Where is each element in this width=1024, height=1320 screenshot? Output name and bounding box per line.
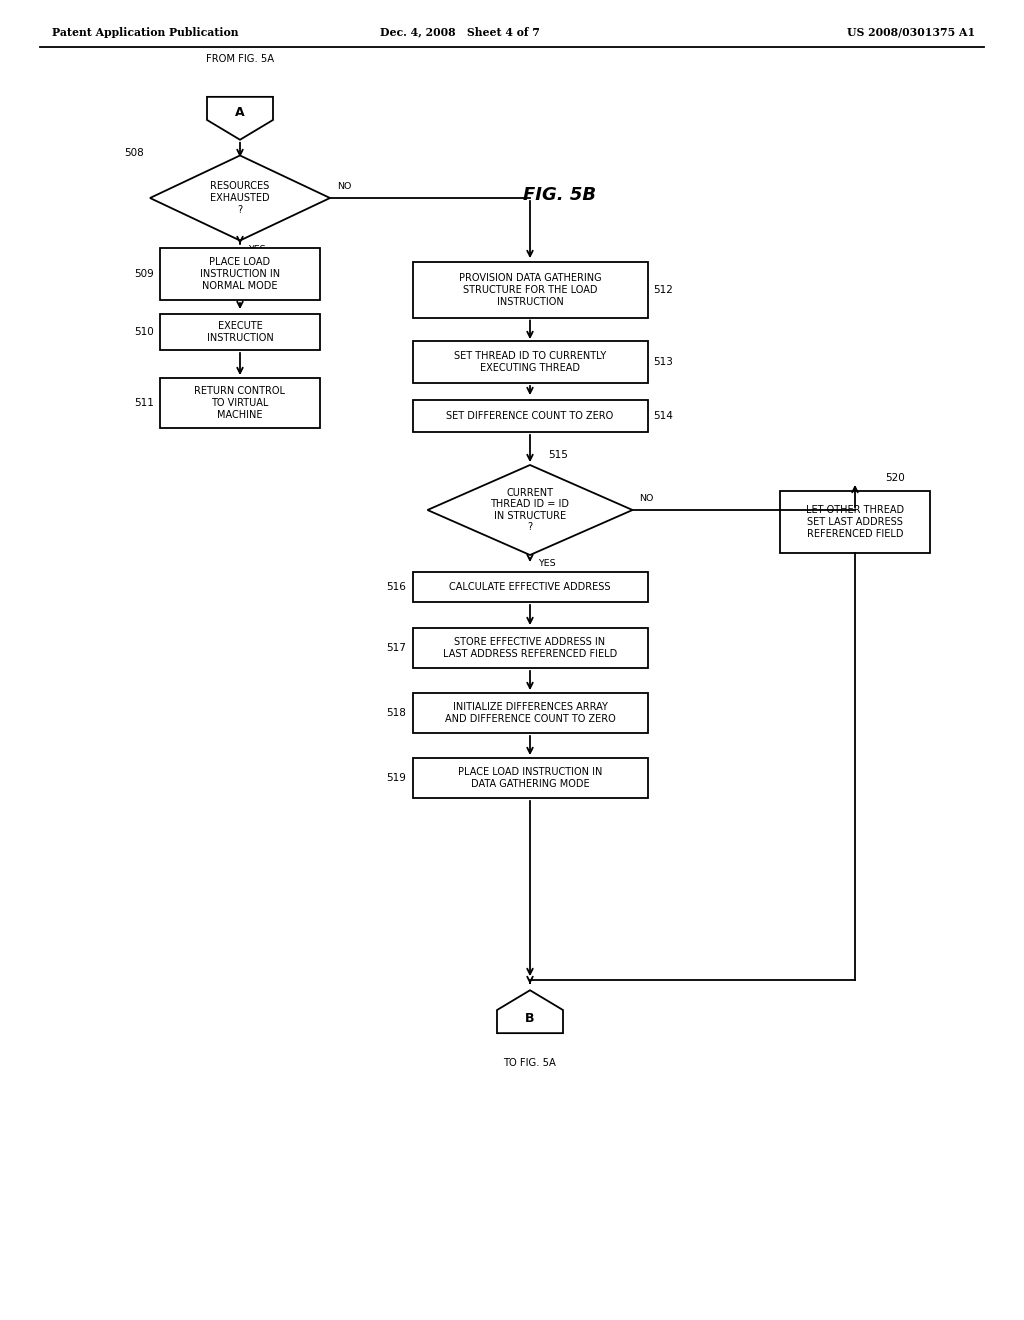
Text: YES: YES — [538, 558, 556, 568]
Text: 517: 517 — [387, 643, 407, 653]
Bar — [160, 314, 319, 350]
Text: 508: 508 — [124, 148, 144, 158]
Text: FIG. 5B: FIG. 5B — [523, 186, 597, 205]
Text: RETURN CONTROL
TO VIRTUAL
MACHINE: RETURN CONTROL TO VIRTUAL MACHINE — [195, 387, 286, 420]
Text: NO: NO — [640, 494, 654, 503]
Bar — [160, 378, 319, 428]
Text: PLACE LOAD INSTRUCTION IN
DATA GATHERING MODE: PLACE LOAD INSTRUCTION IN DATA GATHERING… — [458, 767, 602, 789]
Text: 513: 513 — [653, 356, 674, 367]
Text: 511: 511 — [134, 399, 154, 408]
Text: 514: 514 — [653, 411, 674, 421]
Text: YES: YES — [248, 244, 265, 253]
Polygon shape — [427, 465, 633, 554]
Bar — [413, 263, 647, 318]
Polygon shape — [150, 156, 330, 240]
Text: 509: 509 — [134, 269, 154, 279]
Text: CALCULATE EFFECTIVE ADDRESS: CALCULATE EFFECTIVE ADDRESS — [450, 582, 610, 591]
Text: 512: 512 — [653, 285, 674, 294]
Bar — [780, 491, 930, 553]
Text: US 2008/0301375 A1: US 2008/0301375 A1 — [847, 26, 975, 37]
Polygon shape — [207, 96, 273, 140]
Text: 510: 510 — [134, 327, 154, 337]
Text: Dec. 4, 2008   Sheet 4 of 7: Dec. 4, 2008 Sheet 4 of 7 — [380, 26, 540, 37]
Text: FROM FIG. 5A: FROM FIG. 5A — [206, 54, 274, 63]
Text: A: A — [236, 106, 245, 119]
Text: PROVISION DATA GATHERING
STRUCTURE FOR THE LOAD
INSTRUCTION: PROVISION DATA GATHERING STRUCTURE FOR T… — [459, 273, 601, 306]
Text: EXECUTE
INSTRUCTION: EXECUTE INSTRUCTION — [207, 321, 273, 343]
Text: 518: 518 — [387, 708, 407, 718]
Text: CURRENT
THREAD ID = ID
IN STRUCTURE
?: CURRENT THREAD ID = ID IN STRUCTURE ? — [490, 487, 569, 532]
Bar — [160, 248, 319, 300]
Bar — [413, 341, 647, 383]
Text: 516: 516 — [387, 582, 407, 591]
Text: B: B — [525, 1011, 535, 1024]
Text: STORE EFFECTIVE ADDRESS IN
LAST ADDRESS REFERENCED FIELD: STORE EFFECTIVE ADDRESS IN LAST ADDRESS … — [442, 638, 617, 659]
Text: 519: 519 — [387, 774, 407, 783]
Text: Patent Application Publication: Patent Application Publication — [52, 26, 239, 37]
Bar — [413, 693, 647, 733]
Text: LET OTHER THREAD
SET LAST ADDRESS
REFERENCED FIELD: LET OTHER THREAD SET LAST ADDRESS REFERE… — [806, 506, 904, 539]
Text: INITIALIZE DIFFERENCES ARRAY
AND DIFFERENCE COUNT TO ZERO: INITIALIZE DIFFERENCES ARRAY AND DIFFERE… — [444, 702, 615, 723]
Bar — [413, 758, 647, 799]
Text: 520: 520 — [885, 473, 905, 483]
Text: 515: 515 — [548, 450, 568, 459]
Text: PLACE LOAD
INSTRUCTION IN
NORMAL MODE: PLACE LOAD INSTRUCTION IN NORMAL MODE — [200, 257, 280, 290]
Polygon shape — [497, 990, 563, 1034]
Bar — [413, 628, 647, 668]
Text: RESOURCES
EXHAUSTED
?: RESOURCES EXHAUSTED ? — [210, 181, 269, 215]
Bar — [413, 400, 647, 432]
Text: SET THREAD ID TO CURRENTLY
EXECUTING THREAD: SET THREAD ID TO CURRENTLY EXECUTING THR… — [454, 351, 606, 372]
Text: NO: NO — [337, 182, 351, 191]
Bar — [413, 572, 647, 602]
Text: SET DIFFERENCE COUNT TO ZERO: SET DIFFERENCE COUNT TO ZERO — [446, 411, 613, 421]
Text: TO FIG. 5A: TO FIG. 5A — [504, 1057, 556, 1068]
